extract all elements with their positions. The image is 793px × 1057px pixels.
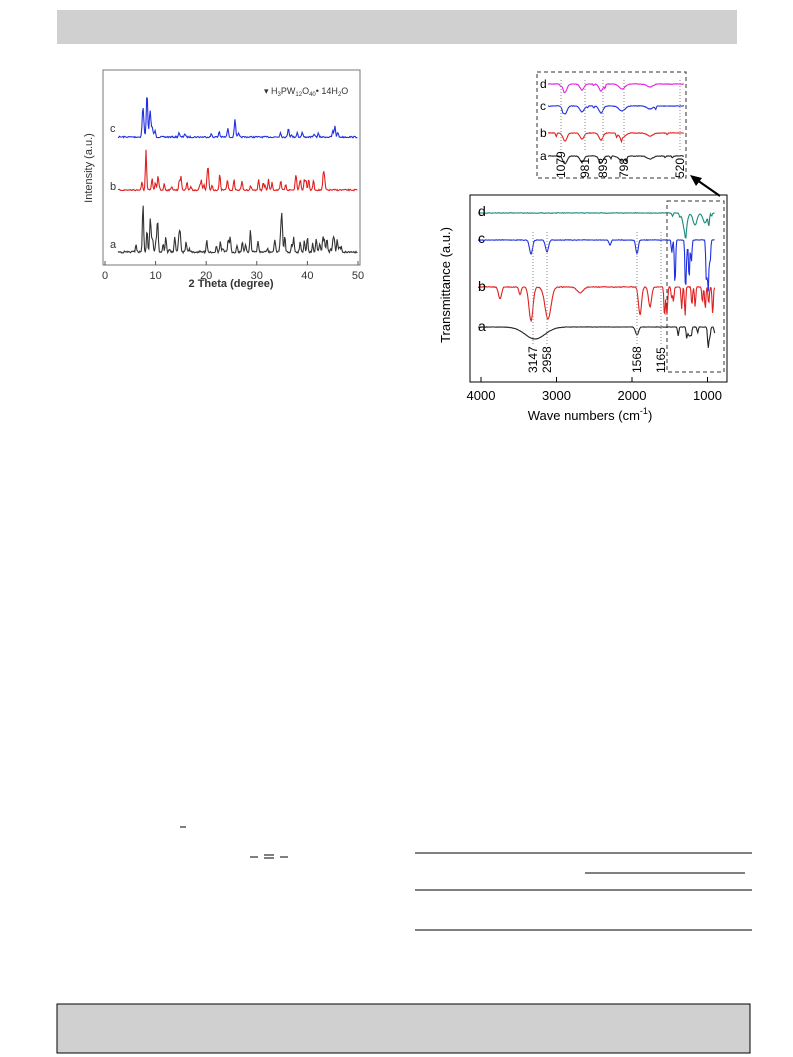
curve-label: d (478, 203, 486, 219)
peak-label: 3147 (526, 346, 540, 373)
x-tick-label: 40 (301, 270, 313, 282)
peak-label: 893 (596, 158, 610, 178)
peak-label: 520 (673, 158, 687, 178)
curve-label: c (110, 123, 116, 135)
peak-label: 1079 (554, 151, 568, 178)
x-tick-label: 50 (352, 270, 364, 282)
peak-label: 1568 (630, 346, 644, 373)
legend-part: • 14H (316, 86, 338, 96)
spectrum (477, 212, 715, 239)
x-axis-label: 2 Theta (degree) (189, 278, 274, 290)
legend-part: PW (281, 86, 296, 96)
peak-label: 2958 (540, 346, 554, 373)
x-tick-label: 0 (102, 270, 108, 282)
legend-part: 3 (278, 92, 282, 98)
xrd-ticks: 0 10 20 30 40 50 (102, 261, 364, 282)
spectrum (117, 97, 358, 139)
spectrum (547, 82, 685, 94)
y-axis-label: Transmittance (a.u.) (438, 227, 453, 343)
legend-part: 40 (309, 92, 316, 98)
spectrum (477, 326, 716, 348)
label-part: -1 (640, 406, 648, 416)
xrd-curves (117, 97, 358, 255)
curve-label: a (540, 149, 547, 163)
ir-frame (469, 194, 728, 383)
curve-label: a (478, 318, 486, 334)
curve-label: c (540, 99, 546, 113)
spectrum (547, 105, 685, 115)
legend-part: O (341, 86, 348, 96)
ir-curves (477, 212, 716, 348)
x-tick-label: 10 (149, 270, 161, 282)
label-part: Wave numbers (cm (528, 408, 640, 423)
x-tick-label: 20 (200, 270, 212, 282)
peak-label: 981 (578, 158, 592, 178)
x-axis-label: Wave numbers (cm-1) (528, 406, 653, 423)
legend-part: H (271, 86, 278, 96)
spectrum (547, 132, 684, 144)
header-bar (57, 10, 737, 44)
legend-part: 2 (338, 92, 342, 98)
x-tick-label: 3000 (542, 388, 571, 403)
footer-box (56, 1003, 751, 1054)
arrow-line (696, 179, 721, 197)
zoom-region (666, 200, 725, 373)
x-tick-label: 2000 (618, 388, 647, 403)
ir-ticks: 4000 3000 2000 1000 dc b a 3147 2958 1568 1165 (467, 203, 722, 403)
xrd-figure: ▾ H3PW12O40• 14H2O c b a Intensity (a.u.… (83, 69, 364, 290)
spectrum (117, 149, 358, 192)
xrd-frame (102, 69, 361, 266)
curve-label: b (110, 181, 116, 193)
y-axis-label: Intensity (a.u.) (83, 133, 95, 203)
legend-part: O (302, 86, 309, 96)
x-tick-label: 30 (251, 270, 263, 282)
arrow-head (690, 175, 702, 186)
peak-label: 798 (617, 158, 631, 178)
spectrum (547, 155, 685, 165)
inset-frame (536, 71, 687, 179)
spectrum (477, 239, 715, 292)
curve-label: a (110, 239, 117, 251)
curve-label: b (540, 126, 547, 140)
label-part: ) (648, 408, 652, 423)
curve-label: b (478, 278, 486, 294)
curve-label: d (540, 77, 547, 91)
x-tick-label: 1000 (693, 388, 722, 403)
legend-part: 12 (295, 92, 302, 98)
x-tick-label: 4000 (467, 388, 496, 403)
curve-label: c (478, 230, 485, 246)
xrd-legend: ▾ H3PW12O40• 14H2O (264, 86, 348, 98)
spectrum (117, 205, 358, 255)
peak-label: 1165 (654, 347, 668, 373)
spectrum (478, 285, 716, 323)
